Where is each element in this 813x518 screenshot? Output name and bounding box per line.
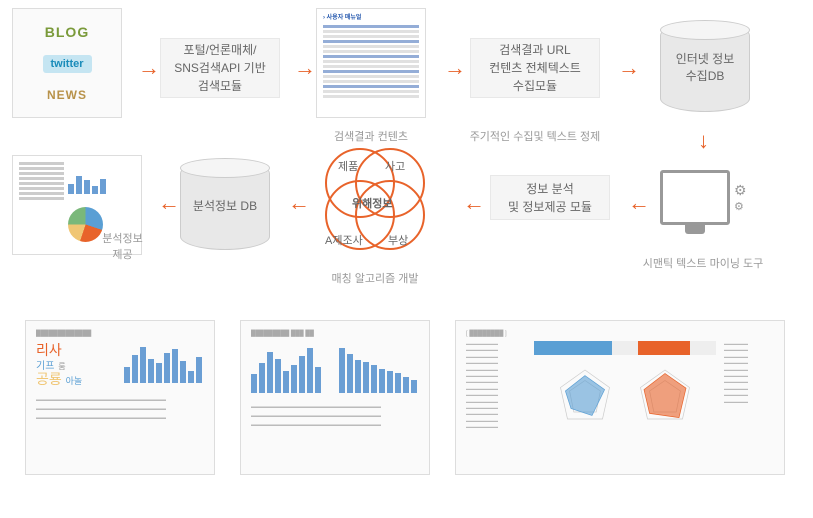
arrow-left-icon: ← <box>463 190 485 216</box>
venn-diagram: 제품 사고 위해정보 A제조사 부상 <box>310 140 440 270</box>
bottom-chart-1: █████████████ 리사 기프 룸 공룡 아놀 ▬▬▬▬▬▬▬▬▬▬▬▬… <box>25 320 215 475</box>
venn-center: 위해정보 <box>352 195 392 211</box>
analysis-db: 분석정보 DB <box>180 160 270 250</box>
internet-db: 인터넷 정보 수집DB <box>660 22 750 112</box>
venn-bottom-left: A제조사 <box>325 232 363 248</box>
collection-module-box: 검색결과 URL 컨텐츠 전체텍스트 수집모듈 <box>470 38 600 98</box>
arrow-icon: → <box>294 55 316 81</box>
logo-news: NEWS <box>47 88 87 102</box>
source-box: BLOG twitter NEWS <box>12 8 122 118</box>
arrow-left-icon: ← <box>288 190 310 216</box>
bottom-chart-2: █████████ ███ ██ ▬▬▬▬▬▬▬▬▬▬▬▬▬▬▬▬▬▬▬▬▬▬▬… <box>240 320 430 475</box>
arrow-icon: → <box>444 55 466 81</box>
arrow-left-icon: ← <box>158 190 180 216</box>
radar-chart-orange <box>630 363 700 433</box>
periodic-caption: 주기적인 수집및 텍스트 정제 <box>460 128 610 144</box>
arrow-down-icon: ↓ <box>698 128 709 154</box>
logo-blog: BLOG <box>45 24 89 40</box>
arrow-icon: → <box>138 55 160 81</box>
venn-bottom-right: 부상 <box>388 232 408 248</box>
gear-icon: ⚙ <box>734 182 747 198</box>
monitor-icon <box>660 170 730 225</box>
analysis-provide-caption: 분석정보 제공 <box>95 230 150 262</box>
radar-chart-blue <box>550 363 620 433</box>
venn-top-left: 제품 <box>338 158 358 174</box>
arrow-left-icon: ← <box>628 190 650 216</box>
search-module-box: 포털/언론매체/ SNS검색API 기반 검색모듈 <box>160 38 280 98</box>
analysis-module-box: 정보 분석 및 정보제공 모듈 <box>490 175 610 220</box>
logo-twitter: twitter <box>43 55 92 73</box>
arrow-icon: → <box>618 55 640 81</box>
monitor-container: ⚙ ⚙ <box>660 170 747 225</box>
venn-top-right: 사고 <box>385 158 405 174</box>
gear-icon: ⚙ <box>734 201 744 213</box>
doc-title: › 사용자 매뉴얼 <box>323 15 419 22</box>
search-result-doc: › 사용자 매뉴얼 <box>316 8 426 118</box>
matching-caption: 매칭 알고리즘 개발 <box>310 270 440 286</box>
mining-caption: 시맨틱 텍스트 마이닝 도구 <box>618 255 788 271</box>
bottom-chart-3: [ ████████ ] ▬▬▬▬▬▬▬▬▬▬▬▬▬▬▬▬▬▬▬▬▬▬▬▬▬▬▬… <box>455 320 785 475</box>
